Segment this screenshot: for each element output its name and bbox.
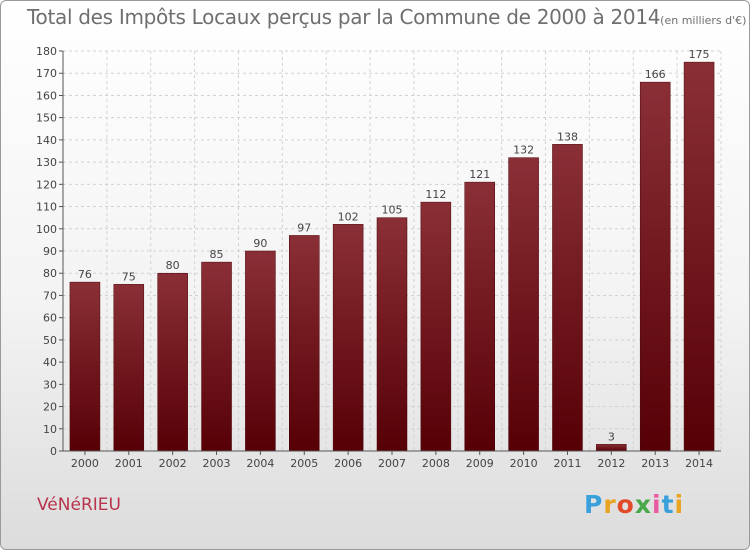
data-label: 75 — [122, 270, 136, 283]
y-tick-label: 0 — [50, 445, 57, 458]
y-tick-label: 70 — [43, 289, 57, 302]
bar — [639, 81, 671, 452]
data-label: 76 — [78, 268, 92, 281]
y-tick-label: 180 — [36, 45, 57, 58]
bar — [376, 217, 408, 452]
y-tick-label: 10 — [43, 423, 57, 436]
data-label: 175 — [689, 48, 710, 61]
x-tick-label: 2002 — [159, 457, 187, 470]
x-tick-label: 2010 — [510, 457, 538, 470]
bar — [332, 224, 364, 452]
brand-letter: o — [616, 490, 635, 519]
x-tick-label: 2001 — [115, 457, 143, 470]
data-label: 121 — [469, 168, 490, 181]
data-label: 138 — [557, 130, 578, 143]
chart-unit: (en milliers d'€) — [660, 14, 747, 27]
data-label: 166 — [645, 68, 666, 81]
bar — [245, 250, 276, 452]
bar — [683, 61, 715, 452]
brand-letter: P — [584, 490, 604, 519]
chart-title-text: Total des Impôts Locaux perçus par la Co… — [27, 5, 661, 29]
bar — [508, 157, 539, 452]
x-tick-label: 2007 — [378, 457, 406, 470]
y-tick-label: 130 — [36, 156, 57, 169]
data-label: 80 — [166, 259, 180, 272]
y-tick-label: 40 — [43, 356, 57, 369]
y-tick-label: 60 — [43, 312, 57, 325]
y-tick-label: 50 — [43, 334, 57, 347]
bar — [113, 284, 145, 452]
x-tick-label: 2011 — [553, 457, 581, 470]
x-tick-label: 2013 — [641, 457, 669, 470]
y-tick-label: 30 — [43, 378, 57, 391]
brand-letter: r — [603, 490, 617, 519]
x-tick-label: 2008 — [422, 457, 450, 470]
bar — [596, 444, 627, 452]
chart-title: Total des Impôts Locaux perçus par la Co… — [27, 5, 746, 29]
y-tick-label: 100 — [36, 223, 57, 236]
data-label: 112 — [425, 188, 446, 201]
proxiti-logo: Proxiti — [584, 490, 684, 519]
y-tick-label: 90 — [43, 245, 57, 258]
y-tick-label: 80 — [43, 267, 57, 280]
x-tick-label: 2009 — [466, 457, 494, 470]
x-tick-label: 2005 — [290, 457, 318, 470]
data-label: 90 — [253, 237, 267, 250]
y-tick-label: 150 — [36, 112, 57, 125]
y-tick-label: 120 — [36, 178, 57, 191]
y-tick-label: 140 — [36, 134, 57, 147]
bar — [157, 272, 188, 452]
data-label: 102 — [338, 210, 359, 223]
x-tick-label: 2006 — [334, 457, 362, 470]
brand-letter: i — [674, 490, 685, 519]
y-tick-label: 20 — [43, 401, 57, 414]
commune-name: VéNéRIEU — [37, 495, 121, 515]
bar — [420, 201, 452, 452]
bar — [552, 144, 583, 452]
x-tick-label: 2000 — [71, 457, 99, 470]
x-tick-label: 2012 — [597, 457, 625, 470]
data-label: 3 — [608, 430, 615, 443]
data-label: 105 — [382, 204, 403, 217]
brand-letter: t — [661, 490, 675, 519]
brand-letter: i — [652, 490, 662, 519]
data-label: 97 — [297, 221, 311, 234]
x-tick-label: 2004 — [246, 457, 274, 470]
y-tick-label: 110 — [36, 201, 57, 214]
y-tick-label: 160 — [36, 89, 57, 102]
bar — [201, 261, 232, 452]
data-label: 132 — [513, 144, 534, 157]
x-tick-label: 2014 — [685, 457, 713, 470]
y-tick-label: 170 — [36, 67, 57, 80]
data-label: 85 — [210, 248, 224, 261]
bar — [464, 181, 495, 452]
bar — [69, 281, 101, 452]
x-tick-label: 2003 — [203, 457, 231, 470]
brand-letter: x — [634, 490, 652, 519]
bar — [289, 235, 320, 452]
